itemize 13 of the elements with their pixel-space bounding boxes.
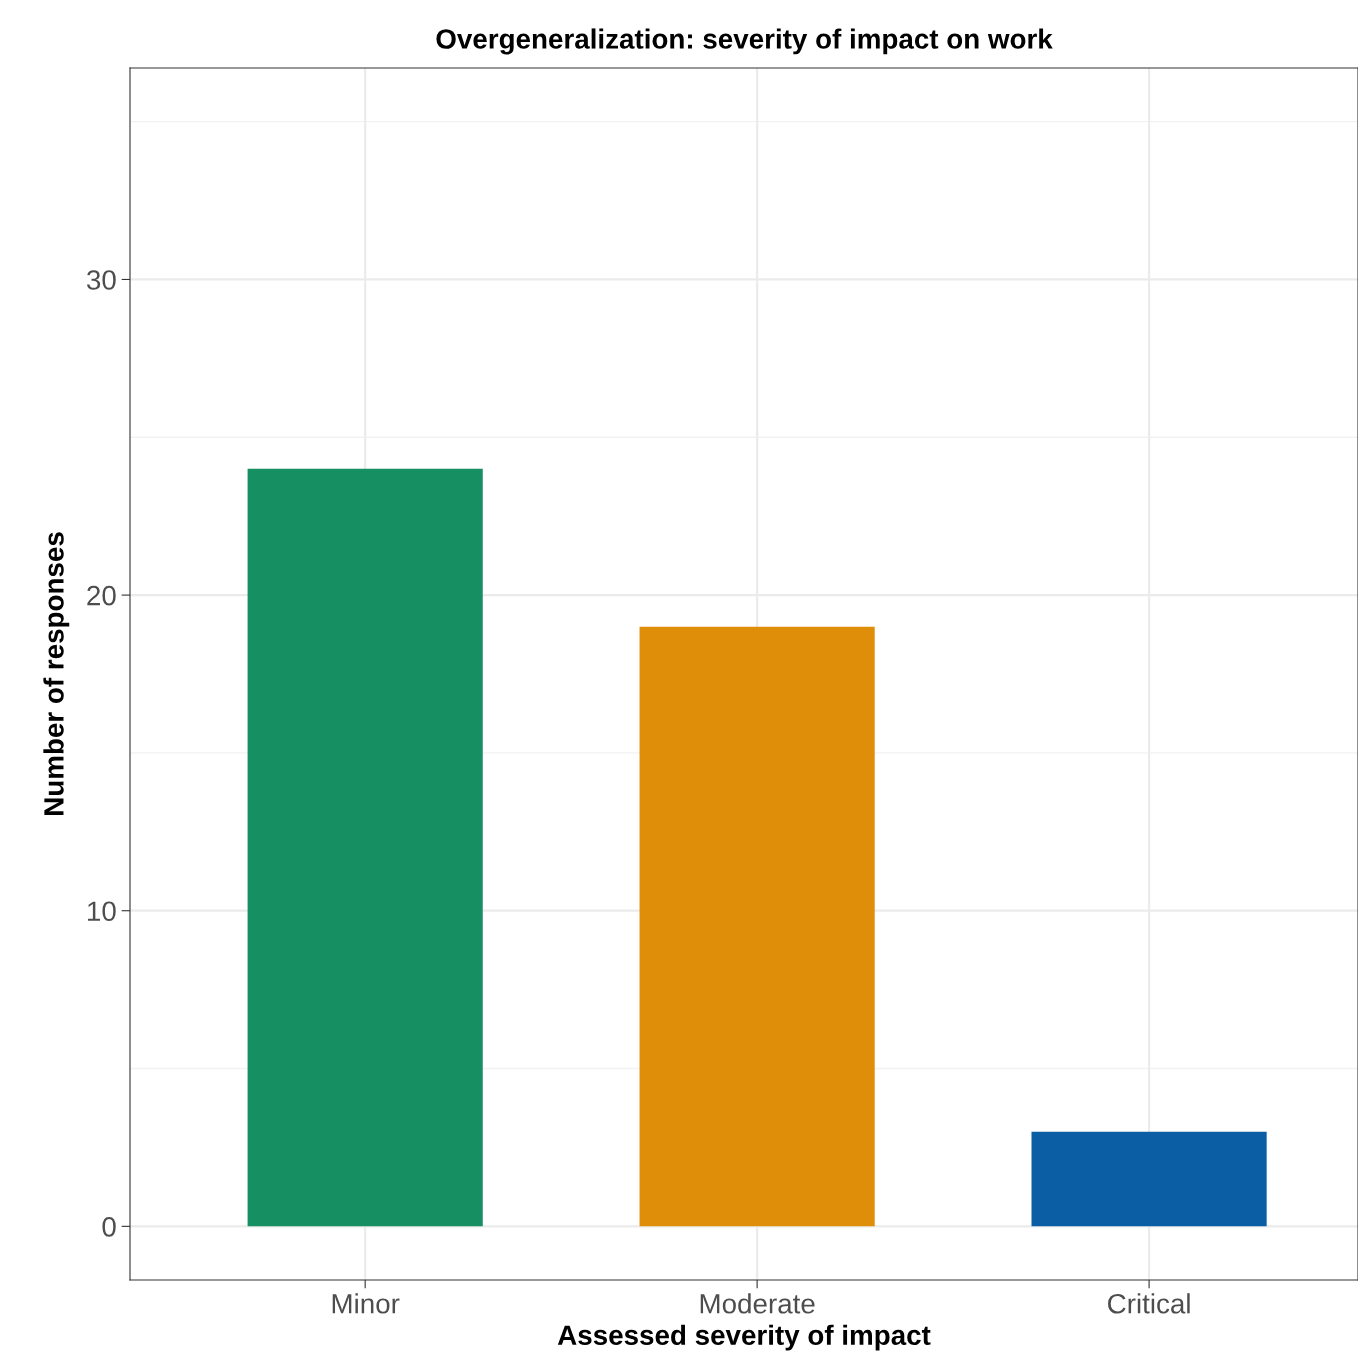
bar — [639, 626, 875, 1227]
y-axis-title: Number of responses — [43, 532, 70, 815]
y-tick-label: 20 — [87, 585, 116, 606]
bar — [1031, 1131, 1267, 1227]
x-tick-label: Critical — [1108, 1293, 1190, 1314]
x-axis-title: Assessed severity of impact — [557, 1324, 931, 1351]
y-tick-label: 30 — [86, 270, 116, 290]
y-tick-label: 10 — [88, 901, 116, 922]
x-tick-label: Minor — [332, 1293, 400, 1314]
y-tick-label: 0 — [102, 1217, 116, 1237]
chart-title: Overgeneralization: severity of impact on work — [436, 28, 1053, 55]
bar — [247, 468, 483, 1227]
x-tick-label: Moderate — [700, 1293, 815, 1314]
